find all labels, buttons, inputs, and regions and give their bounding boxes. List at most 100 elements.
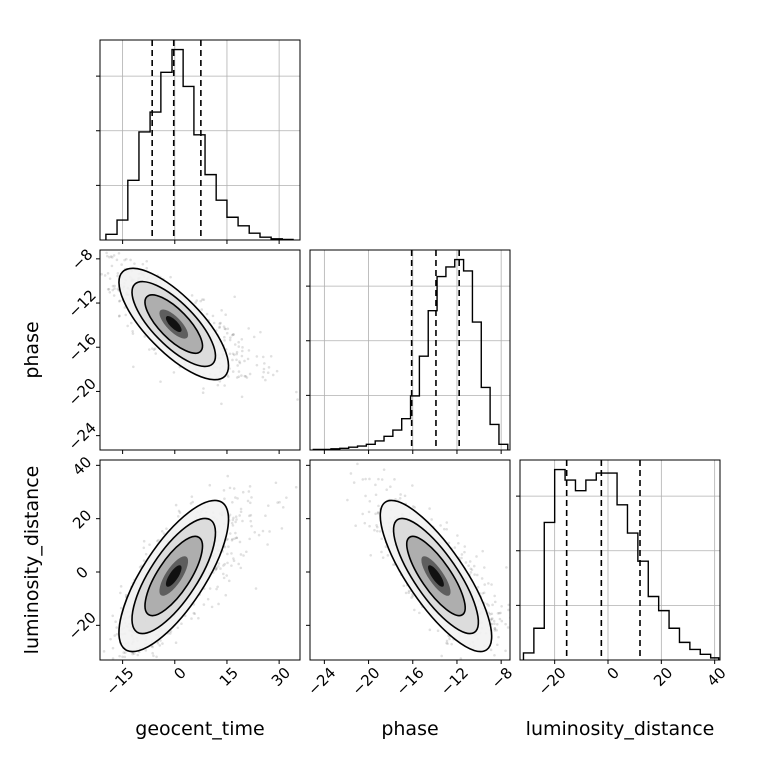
y-tick-label: 0: [72, 563, 91, 582]
scatter-point: [228, 486, 232, 490]
scatter-point: [145, 266, 149, 270]
density-peak: [428, 565, 444, 587]
scatter-point: [549, 661, 552, 664]
scatter-point: [442, 527, 446, 531]
scatter-point: [155, 539, 159, 543]
scatter-point: [218, 326, 221, 329]
scatter-point: [530, 643, 533, 646]
scatter-point: [467, 564, 470, 567]
scatter-point: [493, 622, 496, 626]
scatter-point: [240, 374, 243, 377]
scatter-point: [113, 287, 116, 290]
scatter-point: [255, 355, 259, 358]
scatter-point: [237, 345, 241, 348]
scatter-point: [224, 313, 227, 317]
scatter-point: [246, 357, 250, 361]
scatter-point: [403, 494, 407, 498]
scatter-point: [123, 258, 126, 262]
scatter-point: [527, 623, 530, 626]
scatter-point: [495, 628, 498, 632]
scatter-point: [151, 645, 154, 649]
scatter-point: [123, 655, 127, 659]
scatter-point: [238, 540, 242, 544]
scatter-point: [413, 506, 417, 509]
scatter-point: [115, 632, 119, 636]
scatter-point: [487, 604, 491, 607]
scatter-point: [226, 327, 230, 331]
scatter-point: [500, 619, 504, 623]
scatter-point: [445, 527, 449, 531]
scatter-point: [109, 637, 112, 641]
scatter-point: [247, 349, 251, 352]
y-tick-label: −12: [65, 286, 100, 321]
scatter-point: [475, 573, 479, 577]
scatter-point: [202, 298, 206, 302]
scatter-point: [536, 633, 539, 636]
scatter-point: [373, 528, 376, 532]
scatter-point: [218, 379, 222, 383]
scatter-point: [217, 562, 221, 565]
scatter-point: [460, 556, 463, 560]
scatter-point: [199, 299, 203, 303]
scatter-point: [234, 515, 238, 518]
scatter-point: [411, 484, 414, 487]
scatter-point: [510, 625, 513, 628]
scatter-point: [368, 477, 371, 481]
scatter-point: [514, 606, 517, 609]
scatter-point: [118, 314, 121, 318]
scatter-point: [107, 287, 111, 291]
scatter-point: [497, 635, 500, 639]
scatter-point: [495, 622, 499, 626]
scatter-point: [242, 554, 245, 557]
scatter-point: [236, 364, 239, 367]
scatter-point: [296, 398, 299, 401]
scatter-point: [138, 565, 142, 569]
scatter-point: [439, 524, 442, 527]
scatter-point: [445, 521, 449, 524]
scatter-point: [480, 577, 484, 580]
scatter-point: [500, 605, 503, 608]
scatter-point: [492, 619, 496, 623]
scatter-point: [304, 384, 307, 387]
scatter-point: [239, 507, 243, 511]
scatter-point: [534, 630, 537, 633]
scatter-point: [411, 594, 415, 598]
scatter-point: [239, 566, 243, 570]
scatter-point: [375, 525, 379, 529]
scatter-point: [192, 611, 196, 615]
scatter-point: [261, 375, 265, 379]
scatter-point: [228, 532, 232, 535]
scatter-point: [253, 530, 257, 534]
scatter-point: [230, 521, 234, 525]
scatter-point: [120, 263, 123, 266]
scatter-point: [448, 637, 451, 641]
scatter-point: [226, 561, 229, 565]
scatter-point: [240, 395, 244, 399]
scatter-point: [276, 501, 279, 504]
scatter-point: [217, 602, 220, 606]
scatter-point: [411, 505, 415, 508]
scatter-point: [200, 308, 204, 311]
scatter-point: [103, 274, 107, 277]
scatter-point: [159, 380, 162, 383]
scatter-point: [483, 566, 486, 569]
scatter-point: [504, 649, 507, 653]
scatter-point: [111, 646, 115, 650]
scatter-point: [169, 630, 173, 633]
scatter-point: [223, 327, 227, 331]
scatter-point: [243, 374, 247, 378]
panel-frame: [309, 459, 511, 661]
scatter-point: [493, 594, 496, 598]
scatter-point: [206, 597, 210, 601]
scatter-point: [131, 652, 134, 656]
scatter-point: [233, 537, 236, 540]
scatter-point: [496, 643, 499, 647]
scatter-point: [385, 488, 388, 492]
scatter-point: [106, 254, 109, 258]
scatter-point: [497, 696, 500, 699]
scatter-point: [275, 369, 279, 373]
scatter-point: [228, 352, 232, 356]
scatter-point: [460, 553, 464, 556]
scatter-point: [246, 499, 250, 503]
